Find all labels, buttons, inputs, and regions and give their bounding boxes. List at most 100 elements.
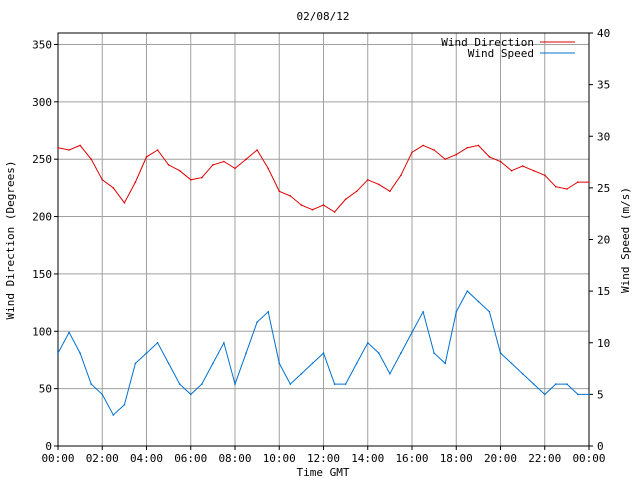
data-point-wind-speed [400, 352, 402, 354]
data-point-wind-direction [566, 188, 568, 190]
data-point-wind-speed [544, 393, 546, 396]
x-tick-label: 08:00 [218, 452, 251, 465]
data-point-wind-direction [134, 181, 137, 183]
data-point-wind-direction [212, 164, 214, 166]
data-point-wind-speed [112, 414, 115, 416]
x-tick-label: 14:00 [351, 452, 384, 465]
chart-title: 02/08/12 [297, 10, 350, 23]
y-right-tick-label: 0 [597, 440, 604, 453]
data-point-wind-speed [311, 362, 314, 365]
data-point-wind-direction [367, 179, 369, 181]
data-point-wind-direction [488, 156, 491, 158]
data-point-wind-direction [289, 195, 292, 197]
data-point-wind-direction [466, 146, 469, 149]
y-right-tick-label: 40 [597, 27, 610, 40]
data-point-wind-direction [57, 146, 59, 149]
y-right-tick-label: 10 [597, 337, 610, 350]
data-point-wind-speed [455, 311, 458, 313]
data-point-wind-speed [101, 393, 104, 396]
data-point-wind-speed [577, 393, 579, 396]
data-point-wind-speed [588, 393, 590, 396]
data-point-wind-speed [355, 362, 358, 365]
x-tick-label: 02:00 [86, 452, 119, 465]
data-point-wind-direction [145, 156, 148, 158]
data-point-wind-speed [488, 311, 491, 313]
data-point-wind-direction [178, 169, 181, 172]
data-point-wind-speed [178, 383, 181, 385]
legend-label-wind-speed: Wind Speed [468, 47, 534, 60]
data-point-wind-speed [201, 383, 203, 385]
data-point-wind-speed [223, 342, 225, 344]
data-point-wind-speed [566, 383, 568, 385]
data-point-wind-speed [389, 372, 391, 375]
data-point-wind-speed [256, 321, 258, 323]
data-point-wind-speed [278, 362, 281, 365]
data-point-wind-direction [588, 181, 590, 183]
data-point-wind-speed [245, 352, 247, 354]
data-point-wind-direction [355, 190, 358, 193]
data-point-wind-direction [68, 149, 70, 151]
y-right-tick-label: 25 [597, 182, 610, 195]
data-point-wind-speed [90, 383, 92, 385]
x-tick-label: 20:00 [484, 452, 517, 465]
data-point-wind-speed [521, 372, 524, 375]
data-point-wind-direction [499, 160, 502, 163]
x-tick-label: 06:00 [174, 452, 207, 465]
y-left-tick-label: 150 [32, 268, 52, 281]
data-point-wind-speed [510, 362, 513, 365]
legend-label-wind-direction: Wind Direction [441, 36, 534, 49]
data-point-wind-direction [90, 158, 92, 160]
data-point-wind-speed [433, 352, 435, 354]
data-point-wind-direction [555, 185, 557, 188]
y-right-tick-label: 20 [597, 234, 610, 247]
data-point-wind-speed [532, 383, 535, 385]
data-point-wind-speed [555, 383, 557, 385]
data-point-wind-direction [79, 144, 81, 147]
y-axis-right-label: Wind Speed (m/s) [619, 187, 632, 293]
data-point-wind-direction [455, 153, 458, 156]
data-point-wind-speed [411, 331, 413, 334]
data-point-wind-speed [477, 300, 480, 303]
data-point-wind-speed [134, 362, 137, 365]
data-point-wind-direction [477, 144, 480, 147]
y-left-tick-label: 100 [32, 325, 52, 338]
y-right-tick-label: 5 [597, 388, 604, 401]
data-point-wind-speed [167, 362, 170, 365]
data-point-wind-speed [367, 342, 369, 344]
data-point-wind-direction [333, 211, 336, 213]
data-point-wind-direction [256, 149, 258, 151]
x-tick-label: 04:00 [130, 452, 163, 465]
y-right-tick-label: 15 [597, 285, 610, 298]
y-right-tick-label: 35 [597, 79, 610, 92]
data-point-wind-speed [123, 403, 126, 406]
data-point-wind-speed [156, 342, 159, 344]
data-point-wind-direction [389, 190, 391, 193]
y-axis-left-label: Wind Direction (Degrees) [4, 161, 17, 320]
data-point-wind-speed [145, 352, 148, 354]
data-point-wind-direction [422, 144, 424, 147]
x-tick-label: 00:00 [41, 452, 74, 465]
y-left-tick-label: 200 [32, 211, 52, 224]
x-tick-label: 18:00 [440, 452, 473, 465]
legend: Wind Direction Wind Speed [441, 36, 575, 60]
data-point-wind-direction [278, 190, 281, 193]
x-tick-label: 22:00 [528, 452, 561, 465]
data-point-wind-direction [444, 158, 447, 160]
data-point-wind-direction [101, 179, 104, 181]
data-point-wind-direction [400, 174, 402, 177]
data-point-wind-speed [422, 311, 424, 313]
data-point-wind-direction [112, 187, 115, 189]
data-point-wind-speed [378, 352, 380, 354]
data-point-wind-direction [544, 174, 546, 177]
data-point-wind-direction [322, 204, 325, 206]
data-point-wind-direction [433, 149, 435, 151]
data-point-wind-direction [156, 149, 159, 151]
data-point-wind-direction [201, 176, 203, 179]
y-left-tick-label: 50 [39, 383, 52, 396]
x-tick-label: 10:00 [263, 452, 296, 465]
data-point-wind-direction [190, 179, 192, 181]
data-point-wind-speed [444, 362, 447, 365]
x-axis-label: Time GMT [297, 466, 350, 479]
data-point-wind-direction [167, 164, 170, 166]
data-point-wind-direction [510, 169, 513, 172]
